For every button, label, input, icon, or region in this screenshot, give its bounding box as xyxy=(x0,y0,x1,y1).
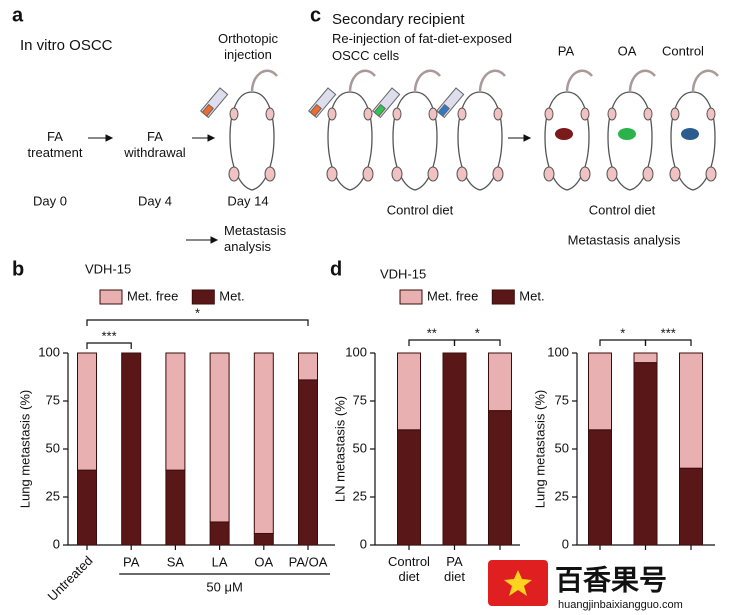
y-tick-label: 100 xyxy=(547,344,569,359)
y-tick-label: 50 xyxy=(555,440,569,455)
chart-subtitle: VDH-15 xyxy=(380,266,426,281)
bar-segment xyxy=(165,469,186,546)
legend-label: Met. xyxy=(519,288,544,303)
y-axis-label: Lung metastasis (%) xyxy=(17,390,32,509)
significance-bracket xyxy=(453,339,501,346)
bar-segment xyxy=(588,429,612,546)
significance-label: * xyxy=(475,325,480,340)
bar-segment xyxy=(679,352,703,469)
y-axis-label: Lung metastasis (%) xyxy=(532,390,547,509)
diet-label: Control diet xyxy=(387,202,454,217)
day-label: Day 14 xyxy=(227,193,268,208)
outcome-label: Metastasis analysis xyxy=(568,232,681,247)
legend-swatch xyxy=(191,289,215,305)
y-tick-label: 25 xyxy=(353,488,367,503)
bar-segment xyxy=(253,532,274,546)
significance-bracket xyxy=(408,339,456,346)
legend-swatch xyxy=(491,289,515,305)
significance-label: ** xyxy=(427,325,437,340)
legend-swatch xyxy=(99,289,123,305)
y-tick-label: 100 xyxy=(38,344,60,359)
y-tick-label: 75 xyxy=(555,392,569,407)
group-label: OA xyxy=(618,43,637,58)
panel-letter: c xyxy=(310,4,321,26)
y-tick-label: 75 xyxy=(353,392,367,407)
bar-segment xyxy=(442,352,467,546)
y-tick-label: 50 xyxy=(353,440,367,455)
step-label: Orthotopic injection xyxy=(218,31,278,62)
bar-segment xyxy=(121,352,142,546)
step-label: FA treatment xyxy=(28,129,83,160)
x-tick-label: OA xyxy=(254,554,273,569)
watermark: 百香果号 huangjinbaixiangguo.com xyxy=(488,560,683,611)
x-tick-label: SA xyxy=(167,554,185,569)
significance-bracket xyxy=(599,339,647,346)
bar-segment xyxy=(298,352,318,381)
x-tick-label: PA diet xyxy=(444,554,465,584)
bar-segment xyxy=(588,352,612,431)
y-tick-label: 0 xyxy=(360,536,367,551)
step-label: FA withdrawal xyxy=(123,129,186,160)
day-label: Day 4 xyxy=(138,193,172,208)
diagram-title: Secondary recipient xyxy=(332,11,465,28)
mice xyxy=(229,71,718,190)
y-tick-label: 100 xyxy=(345,344,367,359)
bar-segment xyxy=(397,352,421,431)
bar-segment xyxy=(397,429,421,546)
y-axis-label: LN metastasis (%) xyxy=(332,396,347,502)
panel-letter: a xyxy=(12,4,24,26)
bar-segment xyxy=(679,467,703,546)
syringes xyxy=(200,87,465,119)
significance-label: * xyxy=(195,305,200,320)
x-tick-label: LA xyxy=(212,554,228,569)
legend-label: Met. free xyxy=(127,288,178,303)
panel-letter: b xyxy=(12,258,24,280)
diagram-subtitle: Re-injection of fat-diet-exposed OSCC cel… xyxy=(332,31,512,63)
significance-bracket xyxy=(86,319,309,326)
arrows xyxy=(88,134,532,244)
significance-bracket xyxy=(86,342,132,349)
y-tick-label: 0 xyxy=(562,536,569,551)
significance-label: *** xyxy=(661,325,676,340)
y-tick-label: 75 xyxy=(46,392,60,407)
bar-segment xyxy=(488,410,512,546)
bar-segment xyxy=(209,521,230,546)
bar-segment xyxy=(253,352,274,534)
panel-letter: d xyxy=(330,258,342,280)
diagram-title: In vitro OSCC xyxy=(20,37,113,54)
watermark-name: 百香果号 xyxy=(555,564,667,595)
legend-swatch xyxy=(399,289,423,305)
bar-segment xyxy=(77,469,97,546)
diet-label: Control diet xyxy=(589,202,656,217)
legend-label: Met. free xyxy=(427,288,478,303)
day-label: Day 0 xyxy=(33,193,67,208)
significance-bracket xyxy=(644,339,692,346)
y-tick-label: 50 xyxy=(46,440,60,455)
significance-label: * xyxy=(620,325,625,340)
bar-segment xyxy=(488,352,512,412)
bar-segment xyxy=(298,379,318,546)
bar-segment xyxy=(633,362,658,546)
chart-subtitle: VDH-15 xyxy=(85,261,131,276)
x-axis-label: 50 μM xyxy=(206,579,242,594)
significance-label: *** xyxy=(102,328,117,343)
watermark-url: huangjinbaixiangguo.com xyxy=(558,599,683,611)
y-tick-label: 25 xyxy=(46,488,60,503)
x-tick-label: Control diet xyxy=(388,554,430,584)
y-tick-label: 0 xyxy=(53,536,60,551)
bar-segment xyxy=(77,352,97,471)
outcome-label: Metastasis analysis xyxy=(224,223,287,254)
x-tick-label: PA xyxy=(123,554,140,569)
group-label: Control xyxy=(662,43,704,58)
bar-segment xyxy=(633,352,658,364)
step-labels: FA treatment FA withdrawal Orthotopic injec… xyxy=(28,31,287,254)
bar-segment xyxy=(209,352,230,523)
group-label: PA xyxy=(558,43,575,58)
y-tick-label: 25 xyxy=(555,488,569,503)
bar-segment xyxy=(165,352,186,471)
x-tick-label: PA/OA xyxy=(289,554,328,569)
legend-label: Met. xyxy=(219,288,244,303)
x-tick-label: Untreated xyxy=(45,553,96,604)
